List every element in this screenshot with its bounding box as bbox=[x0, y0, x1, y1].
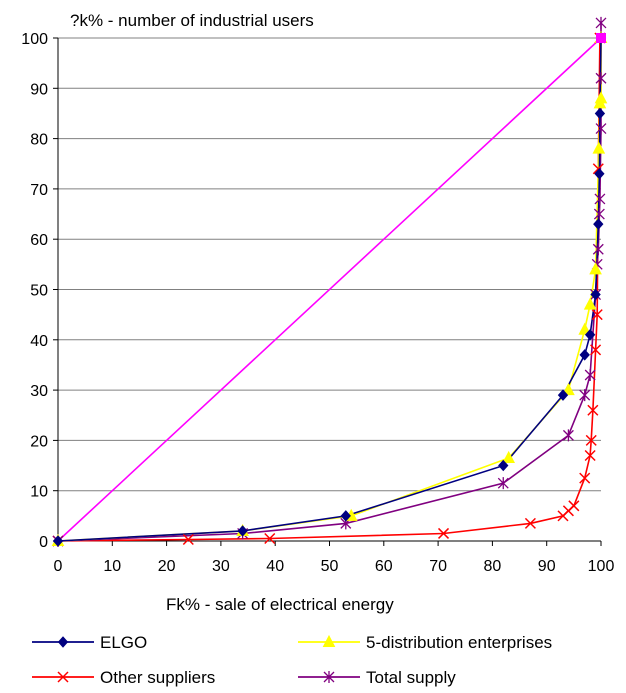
point-elgo-7 bbox=[590, 288, 601, 301]
x-tick-label-30: 30 bbox=[212, 558, 230, 575]
legend-item-total-supply: Total supply bbox=[298, 668, 456, 687]
point-other-suppliers-8 bbox=[579, 472, 591, 484]
point-other-suppliers-4 bbox=[524, 517, 536, 529]
legend-label-other-suppliers: Other suppliers bbox=[100, 668, 215, 687]
series-line-diagonal bbox=[57, 37, 602, 542]
point-other-suppliers-13 bbox=[591, 309, 603, 321]
point-total-supply-5 bbox=[579, 389, 591, 402]
point-elgo-9 bbox=[594, 168, 605, 180]
point-elgo-0 bbox=[52, 535, 64, 547]
x-tick-label-40: 40 bbox=[266, 558, 284, 575]
y-tick-label-100: 100 bbox=[21, 31, 48, 48]
y-tick-label-20: 20 bbox=[30, 433, 48, 450]
point-elgo-8 bbox=[593, 218, 604, 230]
point-elgo-5 bbox=[579, 349, 590, 361]
point-5-distribution-enterprises-8 bbox=[592, 141, 606, 154]
point-other-suppliers-11 bbox=[587, 404, 599, 416]
x-axis-label: Fk% - sale of electrical energy bbox=[166, 595, 394, 614]
point-5-distribution-enterprises-10 bbox=[594, 91, 608, 104]
point-total-supply-12 bbox=[595, 122, 607, 135]
point-elgo-2 bbox=[340, 510, 351, 522]
series-line-other-suppliers bbox=[57, 37, 601, 542]
x-tick-label-80: 80 bbox=[484, 558, 502, 575]
y-tick-label-60: 60 bbox=[30, 232, 48, 249]
point-5-distribution-enterprises-3 bbox=[502, 450, 516, 464]
series-line-total-supply bbox=[57, 22, 602, 542]
legend-marker-other-suppliers bbox=[57, 671, 69, 683]
series-lines bbox=[57, 22, 602, 542]
x-tick-label-100: 100 bbox=[588, 558, 615, 575]
point-other-suppliers-1 bbox=[182, 533, 194, 546]
point-5-distribution-enterprises-7 bbox=[589, 262, 602, 275]
point-total-supply-4 bbox=[562, 429, 574, 442]
point-other-suppliers-9 bbox=[584, 449, 596, 462]
x-tick-label-90: 90 bbox=[538, 558, 556, 575]
y-axis-label: ?k% - number of industrial users bbox=[70, 11, 314, 30]
legend-marker-elgo bbox=[57, 636, 69, 648]
y-tick-label-10: 10 bbox=[30, 484, 48, 501]
point-other-suppliers-10 bbox=[585, 434, 597, 446]
point-total-supply-11 bbox=[594, 192, 606, 205]
point-elgo-4 bbox=[557, 389, 569, 401]
point-total-supply-13 bbox=[595, 72, 607, 85]
point-other-suppliers-2 bbox=[264, 532, 276, 545]
point-total-supply-6 bbox=[584, 369, 596, 382]
x-tick-label-0: 0 bbox=[54, 558, 63, 575]
y-tick-labels: 0 10 20 30 40 50 60 70 80 90 100 bbox=[21, 31, 48, 551]
point-other-suppliers-7 bbox=[568, 500, 580, 512]
y-tick-label-50: 50 bbox=[30, 283, 48, 300]
point-5-distribution-enterprises-6 bbox=[583, 297, 597, 310]
point-5-distribution-enterprises-4 bbox=[562, 383, 575, 396]
y-tick-label-80: 80 bbox=[30, 132, 48, 149]
x-tick-labels: 0 10 20 30 40 50 60 70 80 90 100 bbox=[54, 558, 615, 575]
legend-label-total-supply: Total supply bbox=[366, 668, 456, 687]
point-elgo-3 bbox=[498, 459, 509, 472]
x-tick-label-70: 70 bbox=[429, 558, 447, 575]
point-total-supply-14 bbox=[595, 16, 607, 29]
point-other-suppliers-3 bbox=[437, 527, 450, 539]
series-line-elgo bbox=[57, 37, 602, 542]
legend-item-5-distribution-enterprises: 5-distribution enterprises bbox=[298, 633, 552, 652]
grid-lines bbox=[58, 37, 601, 492]
legend-label-elgo: ELGO bbox=[100, 633, 147, 652]
y-tick-label-90: 90 bbox=[30, 81, 48, 98]
legend-marker-total-supply bbox=[323, 671, 335, 683]
y-tick-label-0: 0 bbox=[39, 534, 48, 551]
legend: ELGO 5-distribution enterprises Other supp… bbox=[32, 633, 552, 687]
y-tick-label-70: 70 bbox=[30, 182, 48, 199]
point-total-supply-10 bbox=[593, 208, 605, 221]
point-elgo-10 bbox=[594, 107, 606, 120]
x-tick-label-10: 10 bbox=[103, 558, 121, 575]
series-markers bbox=[51, 16, 608, 547]
point-diagonal-end bbox=[596, 33, 606, 43]
point-total-supply-9 bbox=[592, 243, 604, 256]
x-tick-label-50: 50 bbox=[321, 558, 339, 575]
x-tick-label-20: 20 bbox=[158, 558, 176, 575]
x-tick-label-60: 60 bbox=[375, 558, 393, 575]
point-elgo-6 bbox=[584, 329, 596, 341]
y-tick-label-40: 40 bbox=[30, 333, 48, 350]
point-total-supply-3 bbox=[497, 477, 509, 490]
legend-label-5-distribution-enterprises: 5-distribution enterprises bbox=[366, 633, 552, 652]
point-elgo-1 bbox=[237, 525, 248, 537]
legend-item-elgo: ELGO bbox=[32, 633, 147, 652]
y-tick-label-30: 30 bbox=[30, 383, 48, 400]
legend-item-other-suppliers: Other suppliers bbox=[32, 668, 215, 687]
point-5-distribution-enterprises-5 bbox=[578, 322, 592, 335]
legend-marker-5-distribution-enterprises bbox=[322, 634, 336, 647]
point-other-suppliers-12 bbox=[590, 344, 602, 356]
